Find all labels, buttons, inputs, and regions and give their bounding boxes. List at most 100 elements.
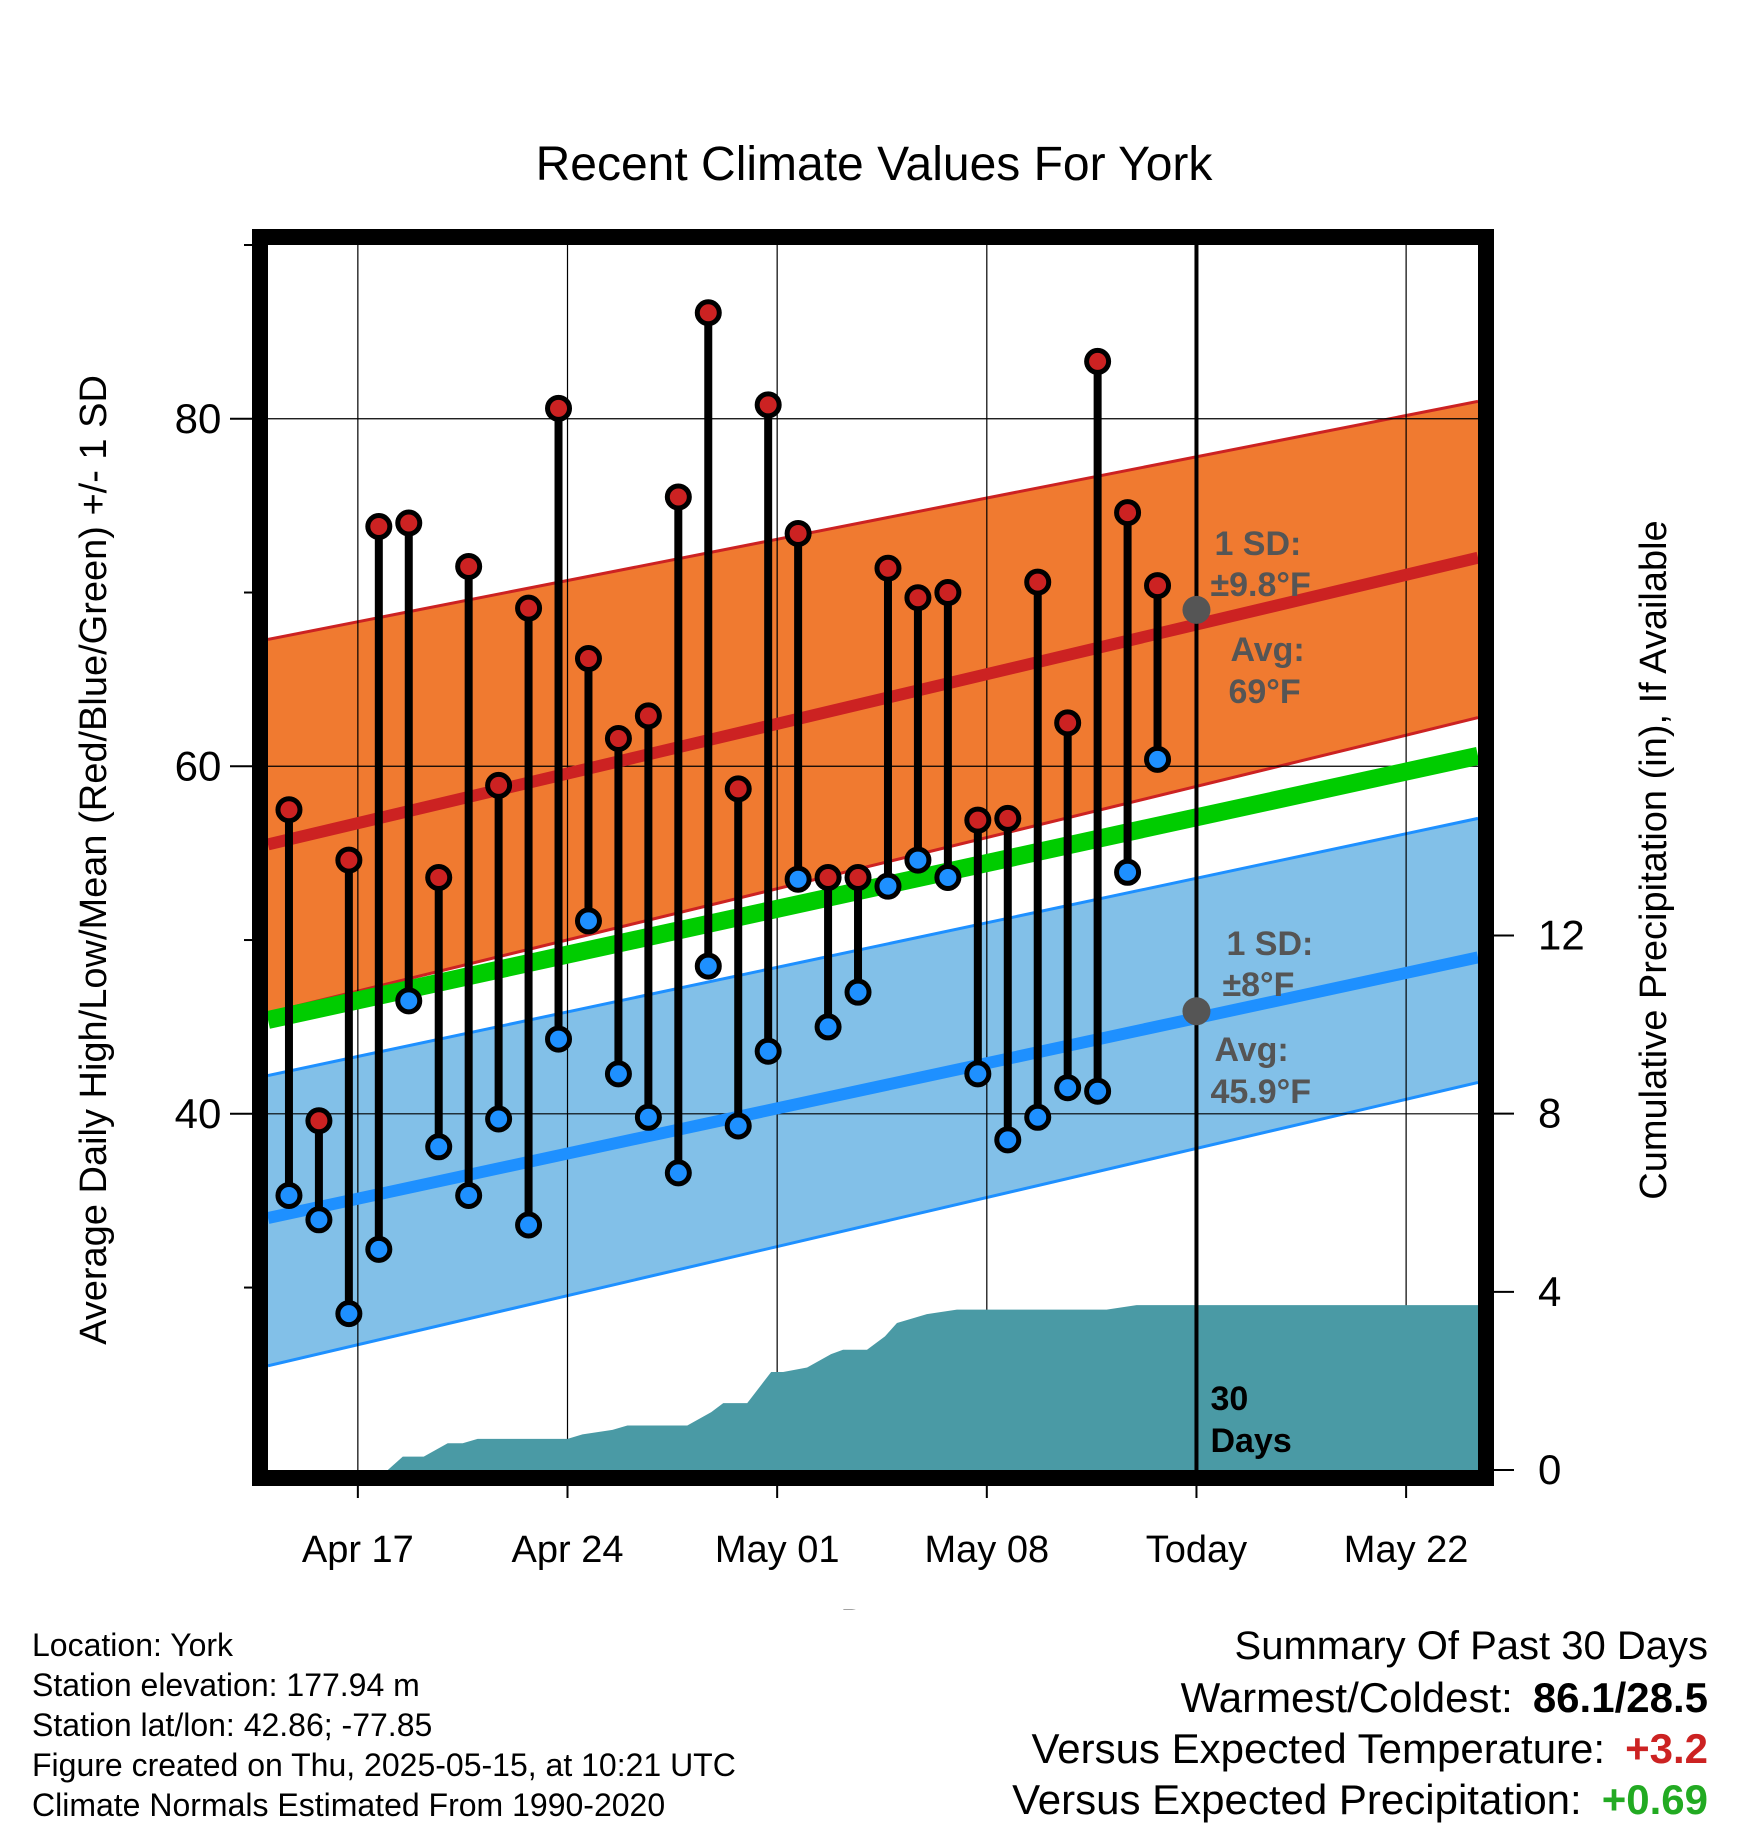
days-count-label: 30 <box>1210 1380 1248 1418</box>
location-text: Location: York <box>32 1627 234 1663</box>
daily-high-point <box>515 594 543 622</box>
daily-high-point <box>694 299 722 327</box>
daily-low-point <box>934 863 962 891</box>
x-tick-label: Apr 24 <box>512 1529 624 1571</box>
daily-high-point <box>545 394 573 422</box>
station-info: Location: York Station elevation: 177.94… <box>32 1625 932 1825</box>
daily-high-point <box>994 804 1022 832</box>
daily-low-point <box>1144 745 1172 773</box>
daily-high-point <box>1144 572 1172 600</box>
temp-deviation-value: +3.2 <box>1625 1725 1708 1772</box>
daily-low-point <box>844 978 872 1006</box>
warmest-coldest-value: 86.1/28.5 <box>1532 1674 1708 1721</box>
low-sd-label: 1 SD: <box>1226 925 1313 963</box>
y-tick-label: 40 <box>175 1090 222 1137</box>
daily-low-point <box>574 907 602 935</box>
precip-deviation-label: Versus Expected Precipitation: <box>1012 1776 1582 1823</box>
daily-high-point <box>335 846 363 874</box>
x-tick-label: May 01 <box>715 1529 840 1571</box>
daily-high-point <box>964 806 992 834</box>
low-avg-value: 45.9°F <box>1210 1073 1311 1111</box>
daily-low-point <box>1024 1103 1052 1131</box>
high-avg-value: 69°F <box>1228 673 1300 711</box>
daily-high-point <box>425 863 453 891</box>
daily-low-point <box>1084 1077 1112 1105</box>
daily-low-point <box>754 1037 782 1065</box>
high-sd-value: ±9.8°F <box>1210 566 1310 604</box>
daily-low-point <box>964 1060 992 1088</box>
daily-low-point <box>515 1211 543 1239</box>
chart-title: Recent Climate Values For York <box>536 138 1214 191</box>
daily-high-point <box>634 702 662 730</box>
daily-high-point <box>784 519 812 547</box>
low-avg-label: Avg: <box>1214 1031 1288 1069</box>
x-tick-label: Today <box>1146 1529 1247 1571</box>
daily-low-point <box>305 1206 333 1234</box>
daily-low-point <box>1114 858 1142 886</box>
plot-area <box>268 245 1478 1470</box>
x-tick-label: May 22 <box>1344 1529 1469 1571</box>
daily-high-point <box>455 552 483 580</box>
daily-high-point <box>1024 568 1052 596</box>
created-text: Figure created on Thu, 2025-05-15, at 10… <box>32 1747 736 1783</box>
low-sd-band-lower-edge <box>268 1081 1478 1368</box>
daily-low-point <box>455 1181 483 1209</box>
y2-tick-label: 0 <box>1538 1446 1561 1493</box>
daily-low-point <box>275 1181 303 1209</box>
x-axis-title: Day <box>840 1603 908 1610</box>
daily-low-point <box>784 865 812 893</box>
daily-high-point <box>485 771 513 799</box>
elevation-text: Station elevation: 177.94 m <box>32 1667 420 1703</box>
daily-high-point <box>1054 709 1082 737</box>
y2-axis-title: Cumulative Precipitation (in), If Availa… <box>1633 520 1675 1199</box>
daily-high-point <box>754 391 782 419</box>
daily-high-point <box>724 775 752 803</box>
y-axis-title: Average Daily High/Low/Mean (Red/Blue/Gr… <box>73 375 115 1345</box>
warmest-coldest-row: Warmest/Coldest: 86.1/28.5 <box>808 1672 1708 1723</box>
daily-low-point <box>724 1112 752 1140</box>
daily-high-point <box>275 796 303 824</box>
daily-high-point <box>305 1107 333 1135</box>
daily-low-point <box>664 1159 692 1187</box>
x-tick-label: Apr 17 <box>302 1529 414 1571</box>
daily-low-point <box>994 1126 1022 1154</box>
x-tick-label: May 08 <box>924 1529 1049 1571</box>
daily-high-point <box>814 863 842 891</box>
precip-area <box>268 1305 1478 1470</box>
daily-high-point <box>904 584 932 612</box>
daily-low-point <box>874 872 902 900</box>
high-sd-label: 1 SD: <box>1214 525 1301 563</box>
daily-high-point <box>844 863 872 891</box>
temp-deviation-label: Versus Expected Temperature: <box>1031 1725 1606 1772</box>
daily-high-point <box>1114 499 1142 527</box>
y-tick-label: 60 <box>175 742 222 789</box>
daily-high-point <box>365 512 393 540</box>
high-avg-label: Avg: <box>1230 631 1304 669</box>
precip-deviation-value: +0.69 <box>1601 1776 1708 1823</box>
daily-low-point <box>904 846 932 874</box>
daily-low-point <box>1054 1074 1082 1102</box>
daily-low-point <box>335 1300 363 1328</box>
daily-low-point <box>425 1133 453 1161</box>
daily-low-point <box>634 1103 662 1131</box>
daily-low-point <box>814 1013 842 1041</box>
temp-deviation-row: Versus Expected Temperature: +3.2 <box>808 1723 1708 1774</box>
daily-low-point <box>694 952 722 980</box>
daily-high-point <box>664 483 692 511</box>
days-unit-label: Days <box>1210 1422 1291 1460</box>
summary-title: Summary Of Past 30 Days <box>1234 1624 1708 1668</box>
precip-deviation-row: Versus Expected Precipitation: +0.69 <box>808 1774 1708 1825</box>
daily-low-point <box>395 987 423 1015</box>
summary-panel: Summary Of Past 30 Days Warmest/Coldest:… <box>808 1620 1708 1825</box>
y2-tick-label: 8 <box>1538 1090 1561 1137</box>
low-avg-marker <box>1182 997 1211 1026</box>
daily-high-point <box>1084 347 1112 375</box>
normals-text: Climate Normals Estimated From 1990-2020 <box>32 1787 666 1823</box>
daily-low-point <box>365 1235 393 1263</box>
low-sd-value: ±8°F <box>1222 966 1294 1004</box>
daily-high-point <box>395 509 423 537</box>
daily-high-point <box>934 579 962 607</box>
y-tick-label: 80 <box>175 395 222 442</box>
daily-high-point <box>604 724 632 752</box>
